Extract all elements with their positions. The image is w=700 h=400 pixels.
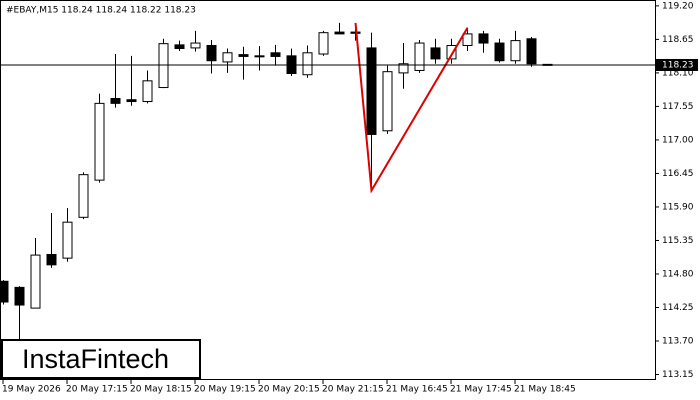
y-tick-label: 117.00: [662, 135, 694, 145]
x-tick-label: 20 May 21:15: [322, 385, 384, 395]
x-tick-label: 21 May 18:45: [514, 385, 576, 395]
candle-body: [382, 71, 393, 132]
x-tick-label: 20 May 18:15: [130, 385, 192, 395]
x-tick-label: 21 May 17:45: [450, 385, 512, 395]
candle-body: [126, 99, 137, 103]
x-tick-label: 20 May 17:15: [66, 385, 128, 395]
x-tick-label: 20 May 19:15: [194, 385, 256, 395]
candle-body: [238, 54, 249, 57]
candle-body: [366, 47, 377, 135]
candle-body: [14, 286, 25, 306]
candle-body: [94, 102, 105, 181]
candle-body: [142, 80, 153, 103]
y-tick-label: 115.90: [662, 202, 694, 212]
candle-body: [446, 44, 457, 60]
candle-body: [334, 31, 345, 35]
candle-body: [318, 32, 329, 55]
candle-body: [206, 44, 217, 62]
current-price-label: 118.23: [662, 60, 694, 70]
y-tick-label: 116.45: [662, 169, 694, 179]
y-tick-label: 118.10: [662, 68, 694, 78]
candle-body: [110, 97, 121, 104]
candle-body: [190, 42, 201, 49]
current-price-box: [656, 58, 698, 71]
candle-body: [430, 47, 441, 60]
candle-body: [414, 42, 425, 71]
logo: InstaFintech: [22, 344, 169, 374]
y-tick-label: 115.35: [662, 236, 694, 246]
y-tick-label: 113.70: [662, 337, 694, 347]
candle-body: [478, 33, 489, 44]
candle-body: [398, 63, 409, 74]
y-tick-label: 118.65: [662, 35, 694, 45]
y-tick-label: 117.55: [662, 102, 694, 112]
x-tick-label: 20 May 20:15: [258, 385, 320, 395]
candle-body: [30, 254, 41, 309]
chart-title: #EBAY,M15 118.24 118.24 118.22 118.23: [6, 6, 196, 16]
candle-body: [0, 280, 9, 303]
candle-body: [254, 55, 265, 58]
candle-body: [222, 52, 233, 63]
candle-body: [270, 52, 281, 57]
pattern-line: [354, 22, 469, 194]
candle-body: [174, 44, 185, 50]
logo-box: [1, 339, 201, 379]
candle-body: [78, 174, 89, 218]
y-tick-label: 114.80: [662, 269, 694, 279]
candle-body: [494, 42, 505, 62]
x-tick-label: 21 May 16:45: [386, 385, 448, 395]
candle-body: [526, 38, 537, 65]
candle-body: [510, 40, 521, 62]
plot-frame: [0, 0, 656, 380]
x-tick-label: 19 May 2026: [2, 385, 61, 395]
candle-body: [62, 221, 73, 259]
candle-body: [302, 52, 313, 76]
candle-body: [46, 253, 57, 266]
candle-body: [462, 33, 473, 46]
candle-body: [158, 43, 169, 89]
y-tick-label: 114.25: [662, 303, 694, 313]
y-tick-label: 113.15: [662, 370, 694, 380]
y-tick-label: 119.20: [662, 1, 694, 11]
